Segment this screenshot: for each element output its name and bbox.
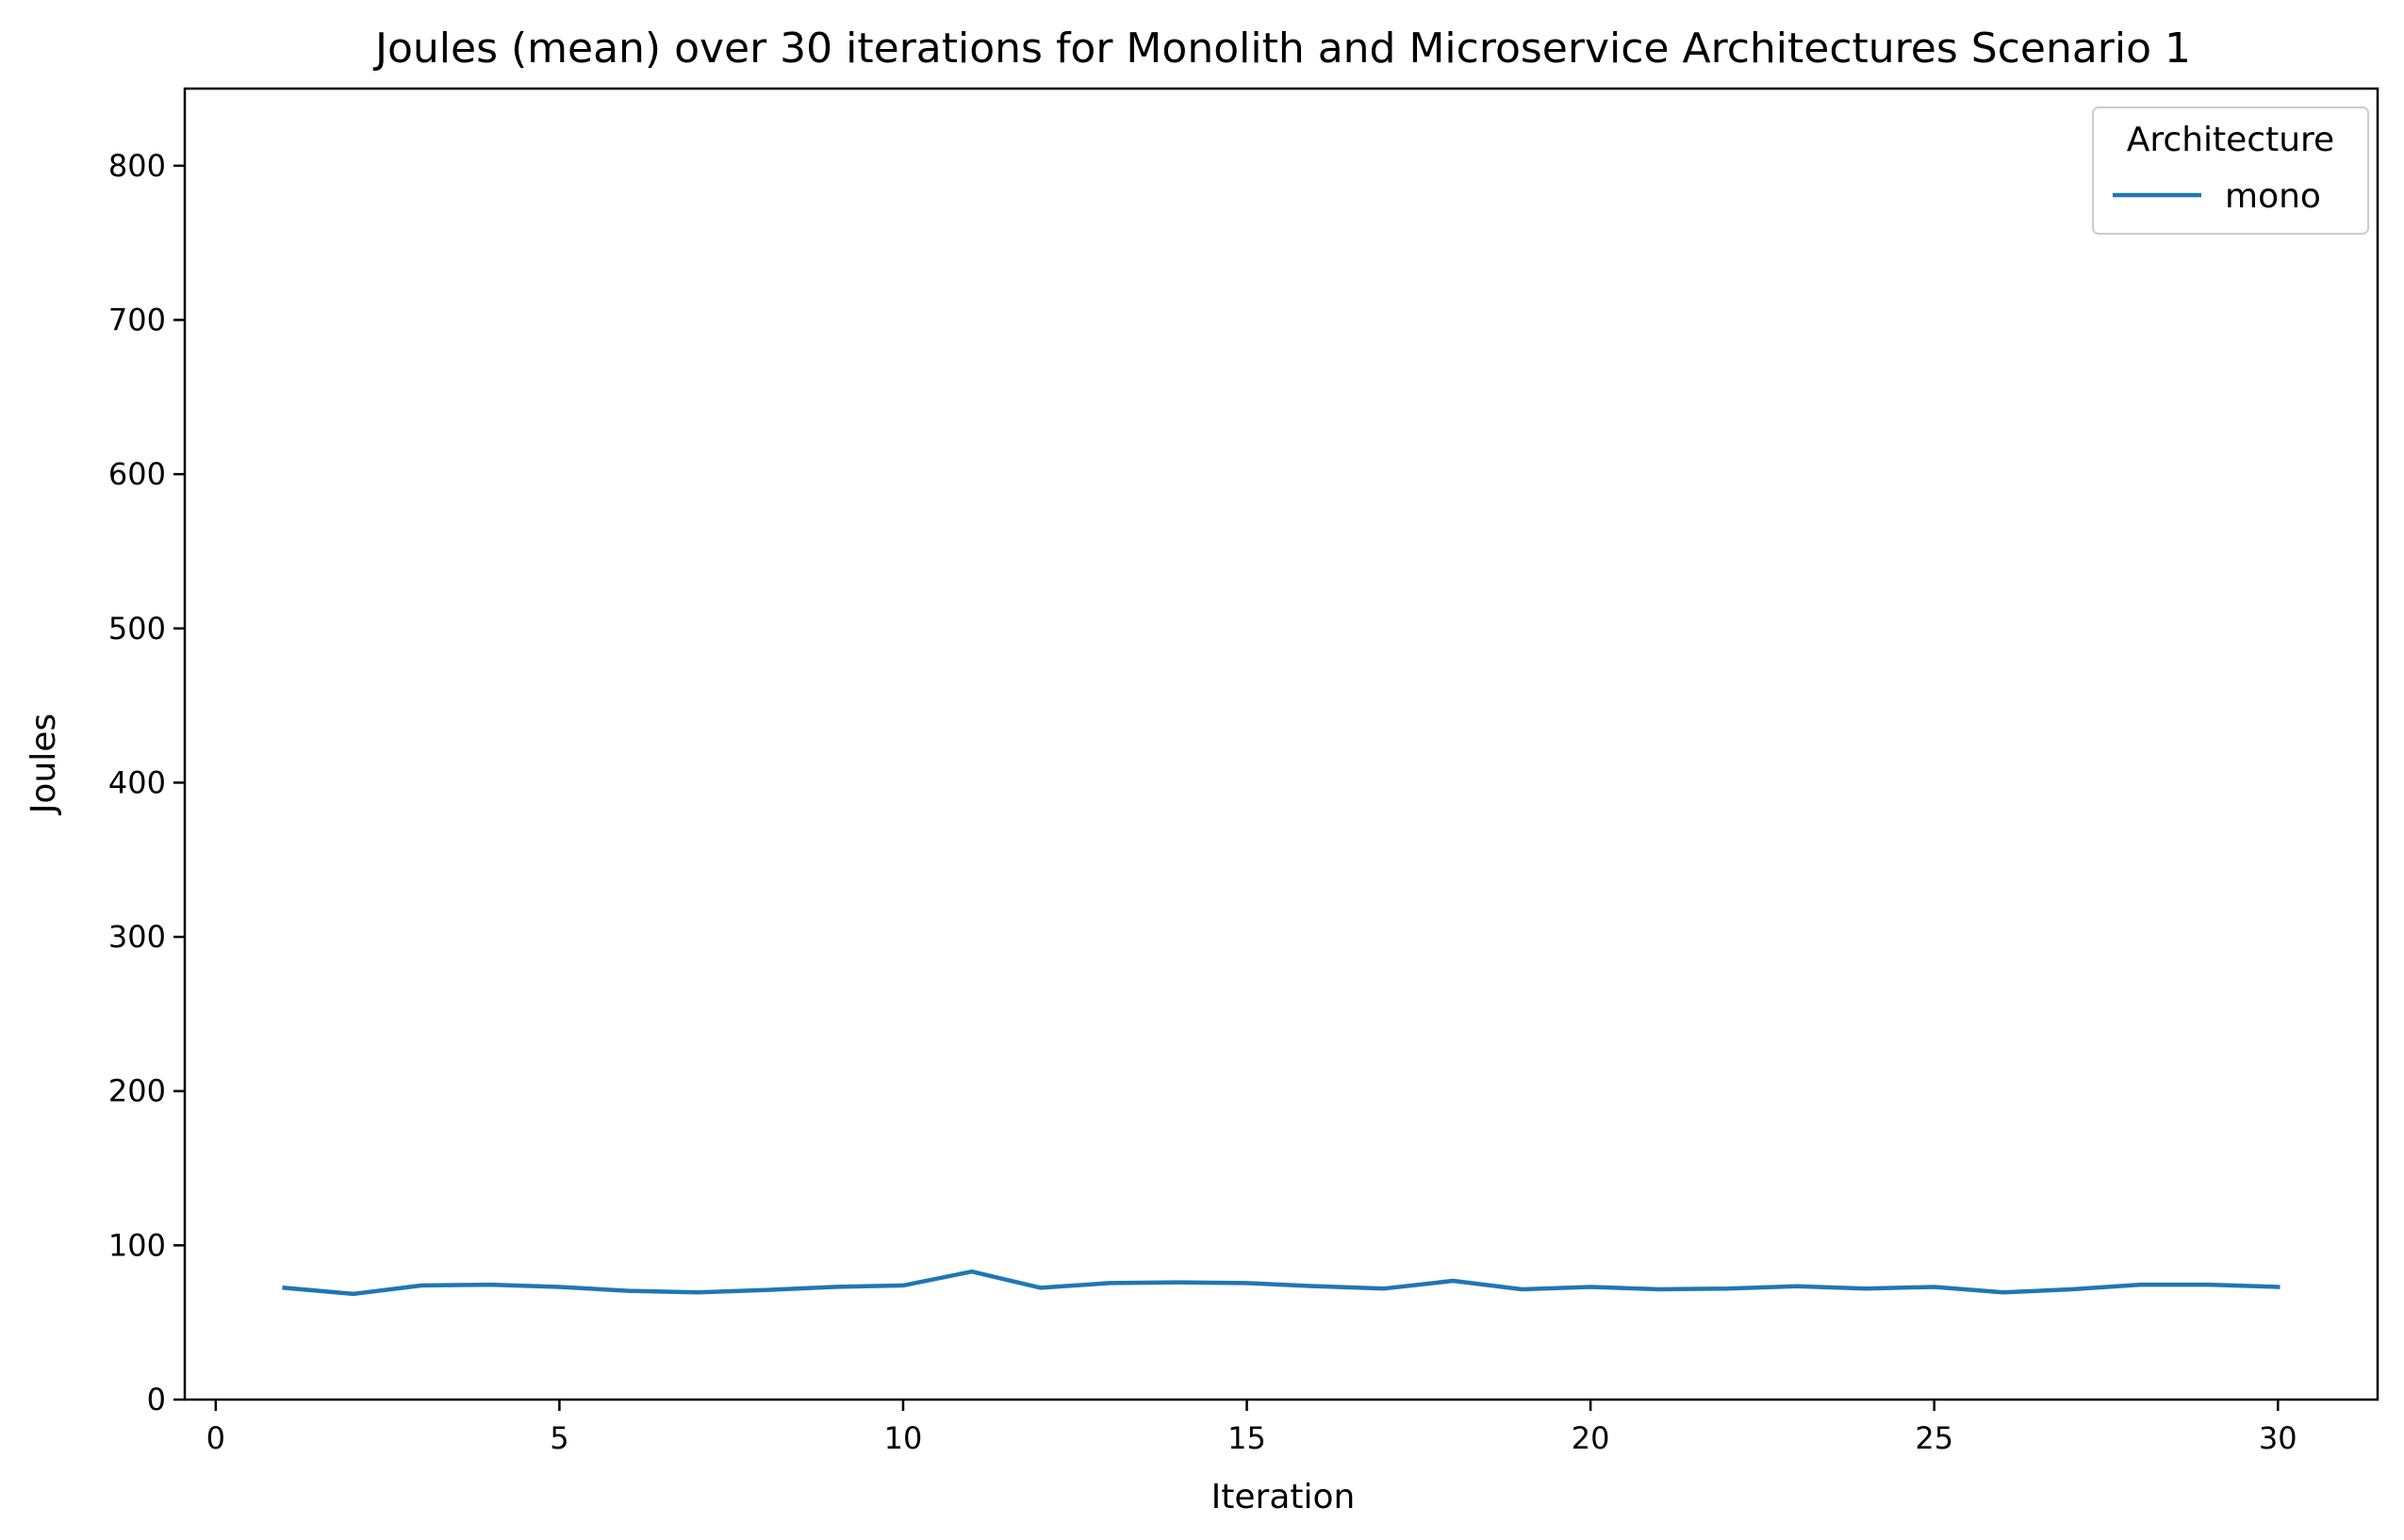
legend-box bbox=[2092, 106, 2369, 235]
plot-frame bbox=[183, 87, 2379, 1401]
series-line-mono bbox=[282, 1269, 2281, 1297]
series-layer bbox=[282, 1269, 2281, 1297]
x-tick-label: 5 bbox=[550, 1420, 568, 1456]
y-axis-ticks: 0 100 200 300 400 500 600 700 800 bbox=[108, 148, 185, 1417]
y-tick-label: 0 bbox=[147, 1382, 166, 1417]
chart-title: Joules (mean) over 30 iterations for Mon… bbox=[372, 25, 2191, 73]
y-tick-label: 800 bbox=[108, 148, 166, 184]
y-tick-label: 500 bbox=[108, 611, 166, 647]
y-tick-label: 700 bbox=[108, 302, 166, 337]
x-tick-label: 0 bbox=[206, 1420, 225, 1456]
x-tick-label: 10 bbox=[884, 1420, 923, 1456]
legend: Architecture mono bbox=[2092, 106, 2369, 235]
y-tick-label: 200 bbox=[108, 1073, 166, 1109]
y-tick-label: 300 bbox=[108, 919, 166, 955]
x-axis-title: Iteration bbox=[1211, 1478, 1356, 1516]
x-tick-label: 20 bbox=[1572, 1420, 1610, 1456]
x-axis-ticks: 0 5 10 15 20 25 30 bbox=[206, 1400, 2297, 1456]
legend-title: Architecture bbox=[2127, 121, 2334, 159]
legend-label-mono: mono bbox=[2225, 177, 2321, 216]
y-axis-title: Joules bbox=[25, 713, 63, 815]
y-tick-label: 100 bbox=[108, 1227, 166, 1263]
y-tick-label: 400 bbox=[108, 764, 166, 800]
x-tick-label: 25 bbox=[1915, 1420, 1953, 1456]
y-tick-label: 600 bbox=[108, 456, 166, 492]
x-tick-label: 30 bbox=[2259, 1420, 2297, 1456]
x-tick-label: 15 bbox=[1227, 1420, 1266, 1456]
